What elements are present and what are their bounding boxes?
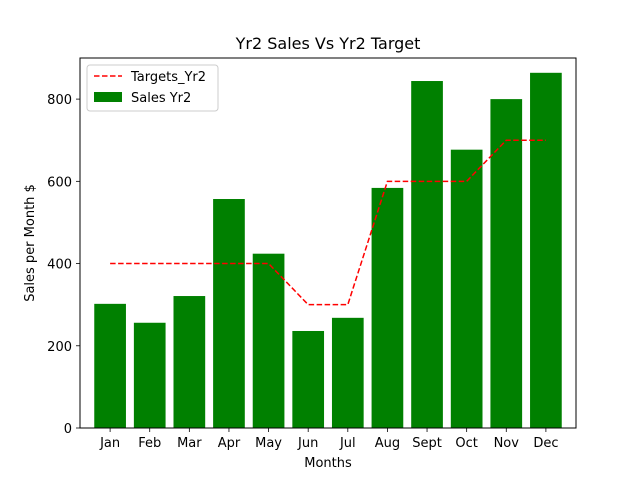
legend-sales-bar-swatch — [94, 92, 122, 102]
y-axis-ticks: 0 200 400 600 800 — [47, 93, 80, 437]
x-tick-label: Apr — [218, 436, 241, 451]
target-line — [110, 139, 546, 306]
bar-feb — [133, 322, 166, 428]
bar-dec — [530, 72, 562, 429]
bar-sept — [411, 81, 443, 429]
x-tick-label: Dec — [533, 436, 558, 451]
x-tick-label: Feb — [138, 436, 161, 451]
bar-may — [252, 253, 285, 428]
target-line-layer — [110, 139, 546, 306]
x-axis-label: Months — [304, 456, 352, 471]
y-tick-label: 600 — [47, 175, 72, 190]
bar-nov — [490, 99, 523, 428]
x-tick-label: Jul — [339, 436, 356, 451]
bars-layer — [94, 72, 562, 429]
chart-title: Yr2 Sales Vs Yr2 Target — [235, 34, 421, 53]
legend-target-label: Targets_Yr2 — [130, 70, 206, 85]
bar-jul — [331, 317, 364, 428]
legend-sales-label: Sales Yr2 — [131, 91, 191, 106]
x-tick-label: Jun — [297, 436, 318, 451]
x-tick-label: Jan — [99, 436, 120, 451]
x-tick-label: Oct — [455, 436, 477, 451]
y-tick-label: 0 — [64, 422, 72, 437]
legend: Targets_Yr2 Sales Yr2 — [86, 64, 219, 112]
x-tick-label: Sept — [412, 436, 442, 451]
bar-apr — [213, 199, 245, 428]
plot-frame — [79, 57, 577, 429]
bar-jun — [292, 330, 325, 428]
bar-mar — [173, 296, 206, 428]
x-tick-label: Nov — [494, 436, 520, 451]
y-tick-label: 200 — [47, 340, 72, 355]
x-tick-label: May — [255, 436, 282, 451]
x-axis-ticks: Jan Feb Mar Apr May Jun Jul Aug Sept Oct Nov Dec — [99, 428, 558, 451]
y-tick-label: 800 — [47, 93, 72, 108]
y-tick-label: 400 — [47, 258, 72, 273]
x-tick-label: Mar — [177, 436, 202, 451]
y-axis-label: Sales per Month $ — [23, 184, 38, 302]
x-tick-label: Aug — [375, 436, 400, 451]
bar-oct — [450, 149, 483, 428]
bar-jan — [94, 303, 126, 428]
bar-aug — [371, 187, 404, 428]
